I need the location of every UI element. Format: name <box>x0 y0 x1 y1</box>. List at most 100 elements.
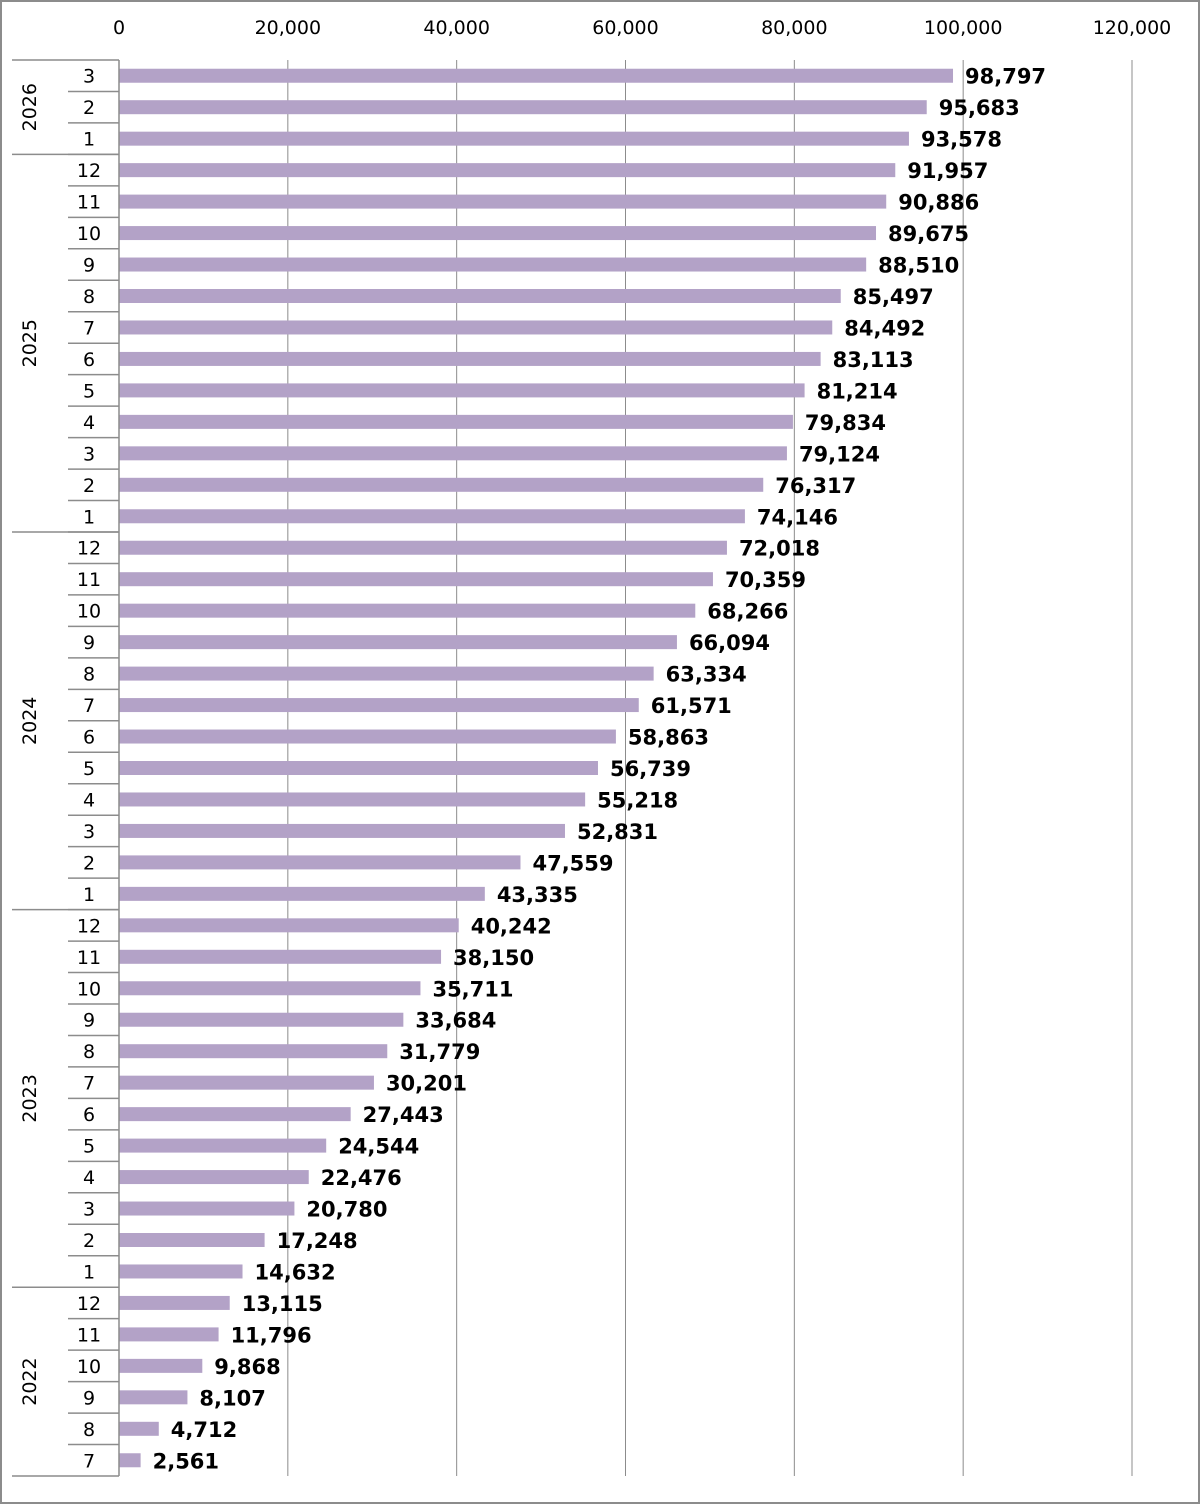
x-tick-label: 100,000 <box>924 17 1003 39</box>
month-label: 6 <box>83 727 95 749</box>
bar <box>119 729 616 744</box>
bar <box>119 351 821 366</box>
year-label: 2024 <box>19 697 41 745</box>
data-label: 63,334 <box>666 663 747 687</box>
month-label: 12 <box>77 1293 101 1315</box>
bar <box>119 289 841 303</box>
data-label: 81,214 <box>817 379 898 403</box>
month-label: 8 <box>83 286 95 308</box>
bar <box>119 100 927 115</box>
data-label: 72,018 <box>739 537 820 561</box>
month-label: 5 <box>83 1136 95 1158</box>
bar <box>119 1075 374 1090</box>
data-label: 40,242 <box>471 914 552 938</box>
data-label: 84,492 <box>844 316 925 340</box>
data-label: 13,115 <box>242 1292 323 1316</box>
bar <box>119 635 677 650</box>
bar <box>119 1358 203 1373</box>
data-label: 8,107 <box>199 1386 265 1410</box>
bar <box>119 1201 295 1216</box>
data-label: 68,266 <box>707 600 788 624</box>
month-label: 12 <box>77 915 101 937</box>
year-label: 2026 <box>19 83 41 131</box>
data-label: 20,780 <box>306 1198 387 1222</box>
data-label: 79,834 <box>805 411 886 435</box>
data-label: 58,863 <box>628 726 709 750</box>
month-label: 3 <box>83 821 95 843</box>
bar <box>119 68 954 83</box>
data-label: 22,476 <box>321 1166 402 1190</box>
year-label: 2023 <box>19 1074 41 1122</box>
month-label: 4 <box>83 789 95 811</box>
bar <box>119 226 877 241</box>
bar <box>119 1170 309 1185</box>
month-label: 5 <box>83 380 95 402</box>
bar <box>119 320 833 335</box>
year-label: 2025 <box>19 319 41 367</box>
data-label: 2,561 <box>153 1449 219 1473</box>
x-tick-label: 20,000 <box>255 17 321 39</box>
month-label: 10 <box>77 223 101 245</box>
data-label: 79,124 <box>799 442 880 466</box>
month-label: 12 <box>77 160 101 182</box>
month-label: 7 <box>83 317 95 339</box>
month-label: 6 <box>83 349 95 371</box>
bar <box>119 1012 404 1027</box>
month-label: 7 <box>83 1450 95 1472</box>
data-label: 88,510 <box>878 254 959 278</box>
data-label: 52,831 <box>577 820 658 844</box>
data-label: 90,886 <box>898 191 979 215</box>
month-label: 3 <box>83 1199 95 1221</box>
month-label: 1 <box>83 129 95 151</box>
bar <box>119 918 459 933</box>
month-label: 2 <box>83 97 95 119</box>
month-label: 2 <box>83 852 95 874</box>
data-label: 93,578 <box>921 128 1002 152</box>
bar <box>119 540 727 555</box>
data-label: 74,146 <box>757 505 838 529</box>
month-label: 8 <box>83 1419 95 1441</box>
x-tick-label: 80,000 <box>761 17 827 39</box>
bar <box>119 477 764 492</box>
data-label: 4,712 <box>171 1418 237 1442</box>
bar <box>119 886 485 901</box>
data-label: 47,559 <box>532 851 613 875</box>
month-label: 9 <box>83 1010 95 1032</box>
bar <box>119 163 896 178</box>
month-label: 9 <box>83 255 95 277</box>
bar <box>119 761 598 775</box>
bar <box>119 257 867 272</box>
month-label: 6 <box>83 1104 95 1126</box>
category-axis: 3211211109876543211211109876543211211109… <box>12 59 120 1477</box>
data-label: 95,683 <box>939 96 1020 120</box>
month-label: 8 <box>83 664 95 686</box>
data-label: 83,113 <box>833 348 914 372</box>
data-label: 56,739 <box>610 757 691 781</box>
data-label: 55,218 <box>597 788 678 812</box>
bar <box>119 446 787 461</box>
month-label: 8 <box>83 1041 95 1063</box>
bar <box>119 603 696 618</box>
month-label: 2 <box>83 1230 95 1252</box>
bar <box>119 1453 141 1468</box>
x-tick-label: 40,000 <box>423 17 489 39</box>
data-label: 89,675 <box>888 222 969 246</box>
bar <box>119 572 713 587</box>
data-label: 14,632 <box>255 1260 336 1284</box>
data-label: 11,796 <box>231 1323 312 1347</box>
data-label: 70,359 <box>725 568 806 592</box>
month-label: 4 <box>83 412 95 434</box>
month-label: 3 <box>83 66 95 88</box>
data-labels: 98,797 95,683 93,578 91,957 90,886 89,675 88,5… <box>153 65 1046 1474</box>
bar <box>119 383 805 398</box>
month-label: 1 <box>83 1261 95 1283</box>
bar <box>119 131 909 146</box>
data-label: 98,797 <box>965 65 1046 89</box>
month-label: 11 <box>77 569 101 591</box>
month-label: 10 <box>77 601 101 623</box>
data-label: 24,544 <box>338 1135 419 1159</box>
bar <box>119 1233 265 1247</box>
data-label: 91,957 <box>907 159 988 183</box>
